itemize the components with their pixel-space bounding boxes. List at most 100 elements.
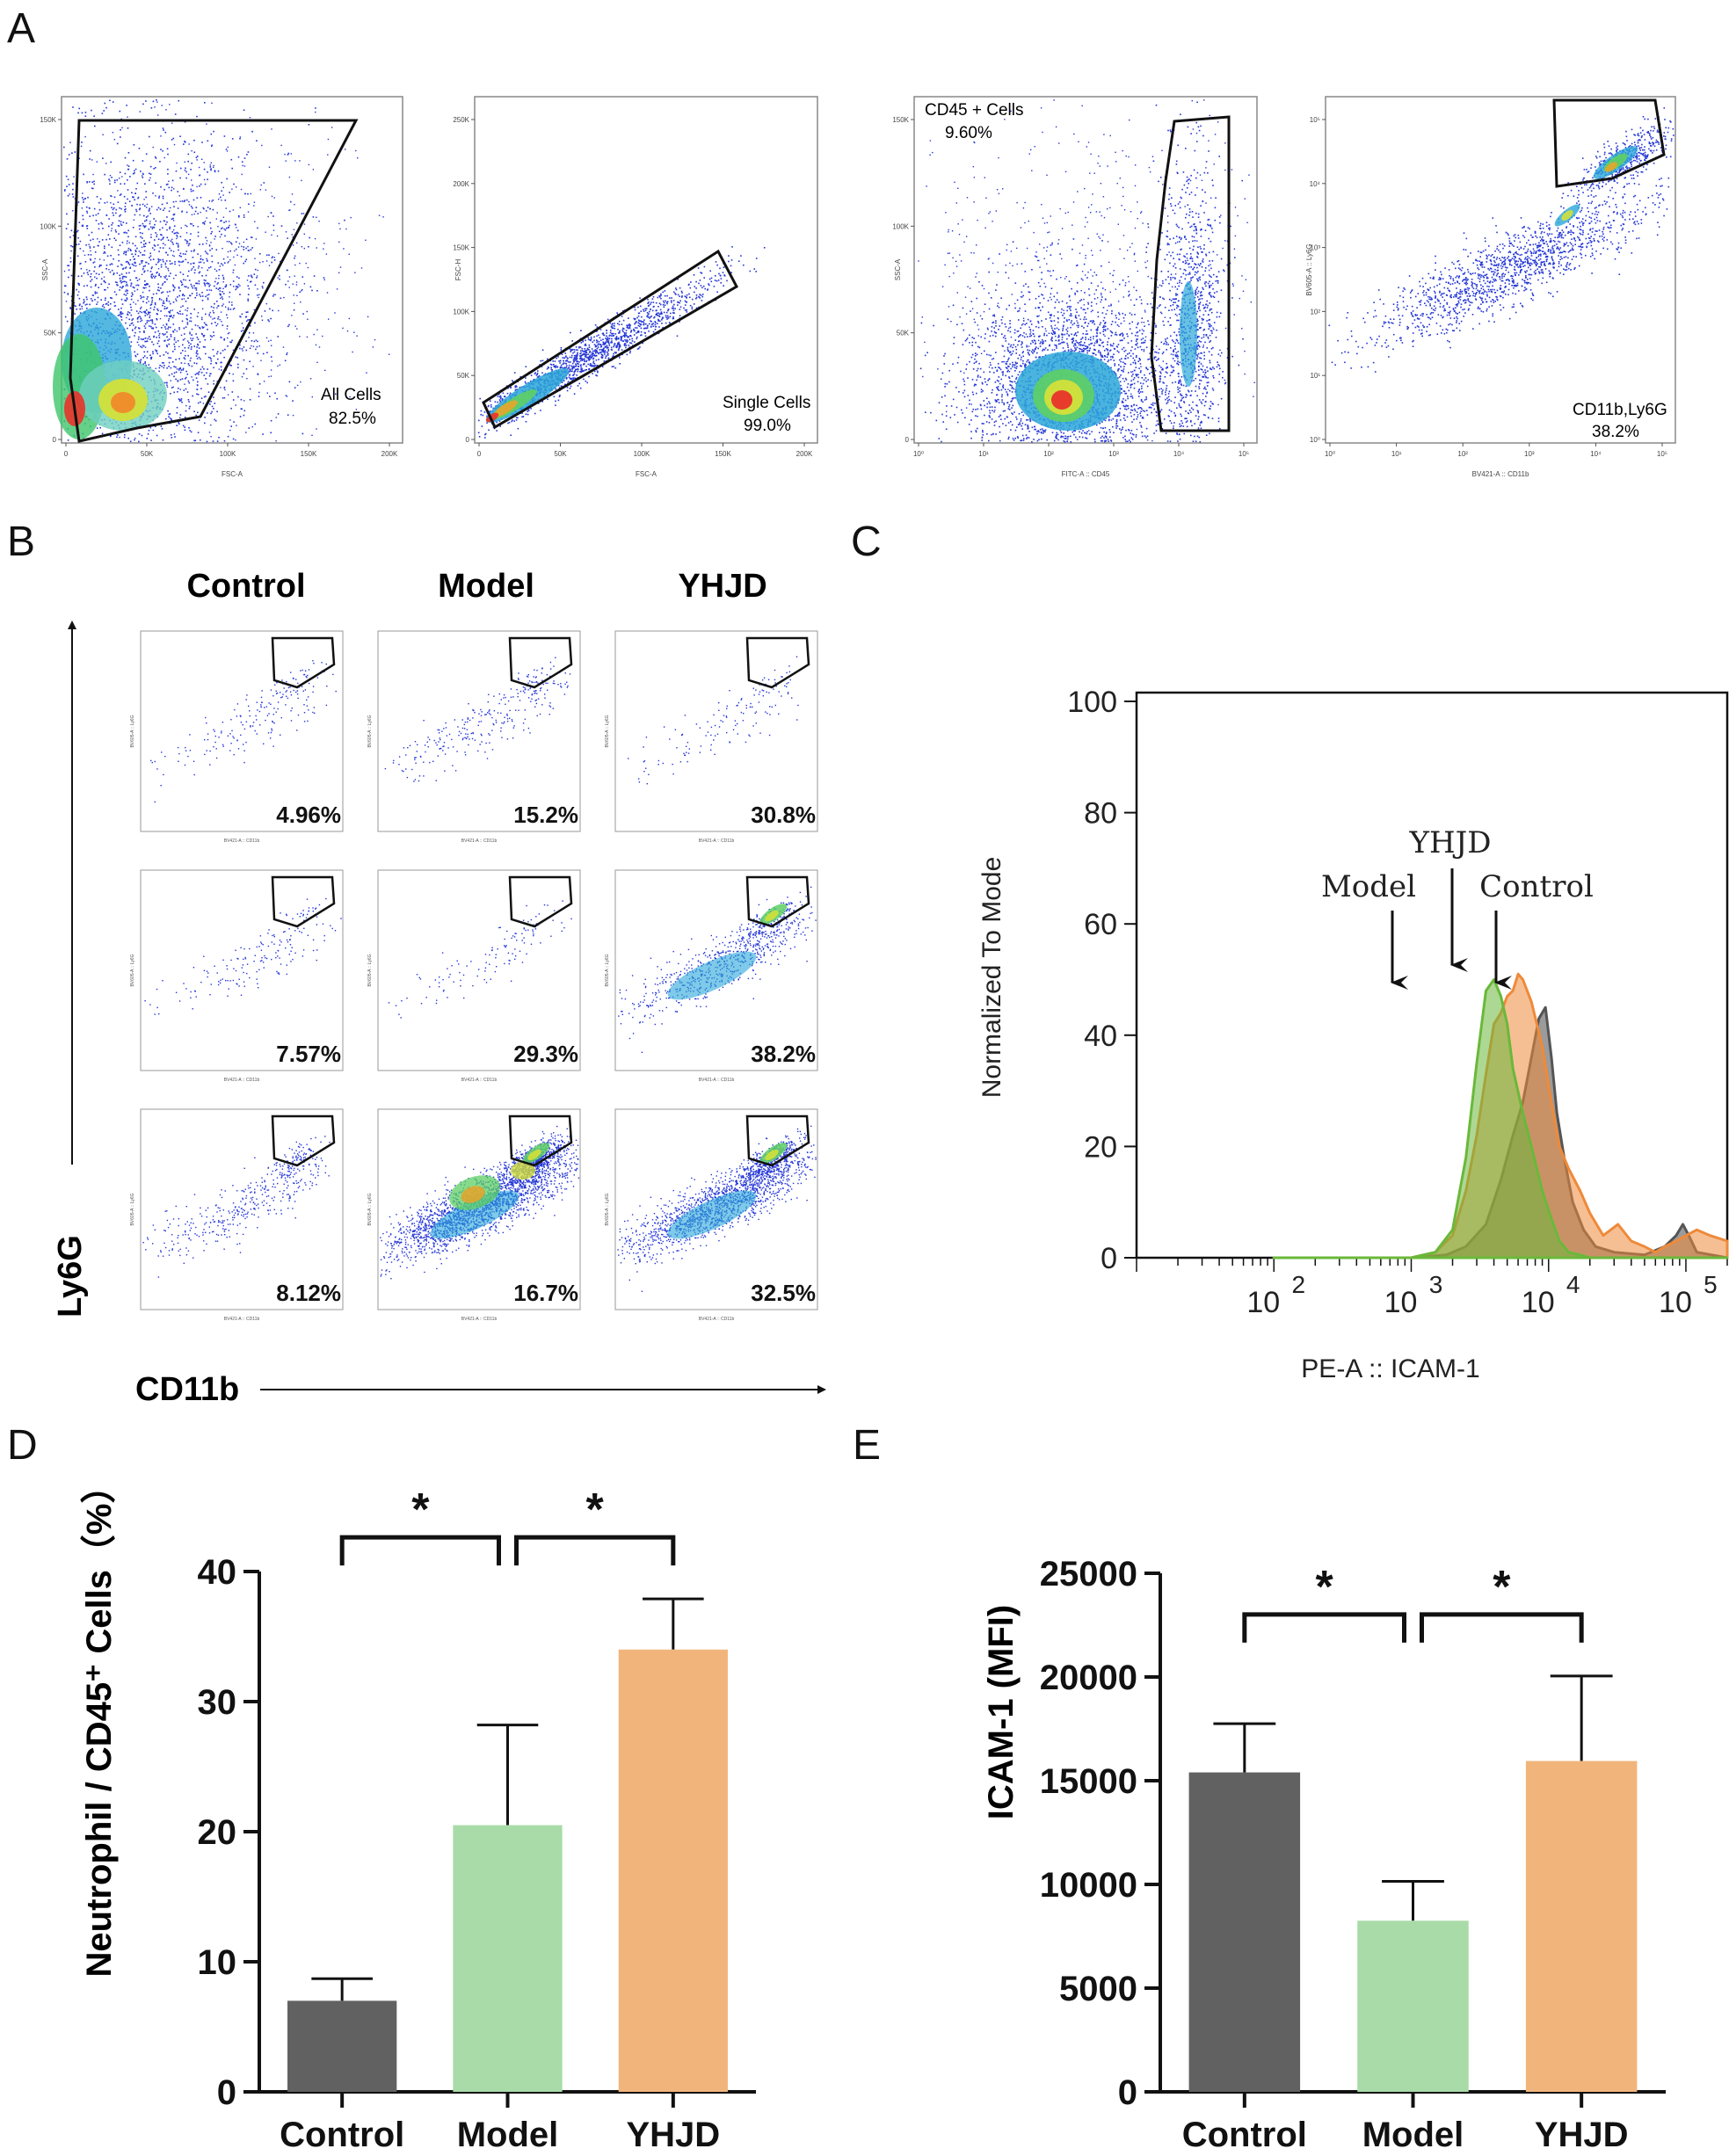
scatter-dot: [201, 333, 203, 335]
scatter-dot: [584, 352, 586, 355]
scatter-dot: [178, 99, 180, 102]
scatter-dot: [166, 345, 168, 346]
scatter-dot: [196, 159, 198, 161]
scatter-dot: [150, 303, 153, 305]
scatter-dot: [137, 198, 139, 200]
scatter-dot: [68, 154, 70, 156]
scatter-dot: [568, 376, 570, 379]
scatter-dot: [715, 261, 717, 263]
scatter-dot: [117, 190, 119, 192]
scatter-dot: [149, 242, 150, 243]
scatter-dot: [226, 314, 228, 316]
scatter-dot: [170, 393, 171, 395]
scatter-dot: [66, 320, 69, 323]
x-tick-label: 200K: [796, 450, 813, 458]
scatter-dot: [203, 396, 206, 398]
scatter-dot: [208, 313, 210, 316]
scatter-dot: [198, 419, 200, 421]
scatter-dot: [222, 303, 224, 305]
scatter-dot: [513, 372, 516, 374]
scatter-dot: [164, 131, 167, 134]
scatter-dot: [168, 210, 171, 213]
scatter-dot: [1042, 342, 1044, 345]
scatter-dot: [148, 364, 150, 366]
scatter-dot: [571, 367, 573, 369]
scatter-dot: [585, 359, 588, 362]
scatter-dot: [181, 211, 183, 213]
scatter-dot: [82, 224, 84, 226]
scatter-dot: [506, 392, 509, 395]
scatter-dot: [117, 249, 120, 251]
scatter-dot: [561, 367, 563, 368]
scatter-dot: [229, 309, 232, 310]
scatter-dot: [686, 301, 688, 303]
scatter-dot: [164, 339, 166, 342]
scatter-dot: [598, 340, 600, 343]
scatter-dot: [1140, 400, 1143, 402]
scatter-dot: [1145, 346, 1148, 349]
scatter-dot: [196, 388, 198, 390]
scatter-dot: [181, 200, 184, 202]
scatter-dot: [556, 366, 558, 368]
scatter-dot: [146, 298, 148, 300]
scatter-dot: [602, 348, 605, 350]
scatter-dot: [130, 323, 133, 324]
scatter-dot: [1022, 320, 1025, 322]
scatter-dot: [173, 366, 175, 367]
scatter-dot: [193, 439, 195, 442]
scatter-dot: [142, 268, 144, 271]
scatter-dot: [1064, 317, 1065, 319]
scatter-dot: [194, 296, 196, 299]
scatter-dot: [222, 216, 225, 218]
scatter-dot: [591, 348, 593, 350]
scatter-dot: [720, 282, 722, 284]
scatter-dot: [207, 356, 210, 359]
scatter-dot: [154, 245, 156, 247]
scatter-dot: [193, 410, 195, 412]
scatter-dot: [999, 431, 1001, 433]
scatter-dot: [625, 346, 627, 349]
scatter-dot: [608, 338, 611, 339]
scatter-dot: [172, 218, 174, 220]
scatter-dot: [496, 421, 498, 424]
scatter-dot: [197, 253, 199, 255]
scatter-dot: [1074, 430, 1076, 432]
scatter-dot: [162, 258, 164, 261]
scatter-dot: [142, 363, 144, 365]
scatter-dot: [158, 197, 160, 199]
scatter-dot: [212, 349, 214, 351]
scatter-dot: [285, 395, 287, 396]
scatter-dot: [643, 319, 645, 321]
scatter-dot: [565, 362, 567, 365]
scatter-dot: [69, 142, 71, 143]
scatter-dot: [229, 284, 232, 286]
scatter-dot: [168, 275, 171, 277]
scatter-dot: [235, 288, 236, 291]
scatter-dot: [690, 281, 692, 283]
scatter-dot: [334, 312, 336, 314]
scatter-dot: [579, 355, 581, 357]
scatter-dot: [210, 362, 212, 365]
scatter-dot: [143, 351, 145, 353]
scatter-dot: [90, 272, 92, 275]
scatter-dot: [249, 399, 251, 401]
scatter-dot: [193, 266, 195, 268]
scatter-dot: [1014, 437, 1016, 439]
scatter-dot: [211, 145, 213, 148]
scatter-dot: [165, 299, 168, 301]
scatter-dot: [604, 353, 606, 355]
scatter-dot: [311, 396, 313, 398]
scatter-dot: [204, 417, 206, 418]
scatter-dot: [143, 240, 145, 242]
scatter-dot: [103, 259, 105, 261]
scatter-dot: [193, 151, 196, 154]
scatter-dot: [595, 368, 598, 371]
scatter-dot: [239, 316, 241, 317]
scatter-dot: [196, 316, 199, 317]
scatter-dot: [163, 300, 164, 302]
scatter-dot: [127, 311, 129, 313]
scatter-dot: [161, 299, 163, 301]
scatter-dot: [178, 294, 180, 297]
scatter-dot: [163, 367, 165, 369]
scatter-dot: [66, 213, 68, 215]
